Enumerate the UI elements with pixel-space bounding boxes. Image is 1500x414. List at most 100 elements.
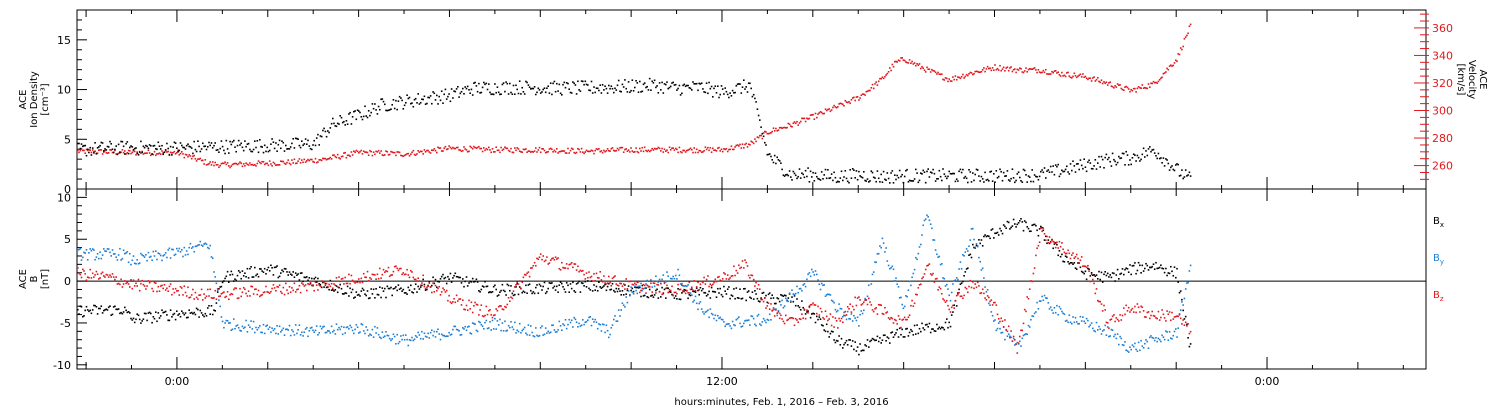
data-point bbox=[153, 150, 156, 153]
data-point bbox=[894, 280, 896, 282]
data-point bbox=[1066, 165, 1068, 168]
data-point bbox=[1114, 85, 1116, 87]
data-point bbox=[136, 285, 138, 287]
data-point bbox=[811, 268, 813, 271]
data-point bbox=[250, 320, 252, 322]
data-point bbox=[903, 305, 906, 308]
data-point bbox=[962, 73, 964, 76]
data-point bbox=[699, 301, 702, 303]
data-point bbox=[130, 152, 132, 155]
data-point bbox=[589, 276, 592, 279]
data-point bbox=[807, 273, 809, 276]
data-point bbox=[979, 71, 981, 73]
data-point bbox=[103, 309, 105, 312]
data-point bbox=[403, 273, 406, 276]
data-point bbox=[1130, 88, 1132, 91]
data-point bbox=[329, 332, 332, 334]
data-point bbox=[489, 149, 491, 151]
data-point bbox=[1090, 167, 1093, 170]
data-point bbox=[296, 288, 298, 291]
data-point bbox=[538, 283, 541, 286]
data-point bbox=[1134, 305, 1136, 308]
data-point bbox=[1130, 163, 1132, 166]
data-point bbox=[1042, 227, 1045, 229]
data-point bbox=[1141, 84, 1144, 86]
data-point bbox=[334, 125, 337, 127]
data-point bbox=[665, 150, 667, 152]
data-point bbox=[546, 151, 548, 153]
data-point bbox=[250, 164, 252, 166]
data-point bbox=[542, 148, 544, 150]
data-point bbox=[459, 149, 462, 151]
data-point bbox=[1125, 150, 1127, 153]
data-point bbox=[315, 284, 318, 286]
data-point bbox=[143, 152, 146, 155]
data-point bbox=[1000, 332, 1002, 334]
data-point bbox=[349, 324, 351, 327]
data-point bbox=[263, 163, 266, 166]
data-point bbox=[125, 142, 127, 145]
data-point bbox=[395, 343, 397, 345]
data-point bbox=[387, 109, 390, 112]
data-point bbox=[850, 313, 853, 315]
data-point bbox=[634, 151, 636, 153]
data-point bbox=[968, 254, 970, 256]
data-point bbox=[356, 326, 359, 328]
data-point bbox=[440, 90, 443, 92]
data-point bbox=[739, 322, 741, 325]
data-point bbox=[559, 269, 562, 271]
data-point bbox=[218, 166, 220, 169]
data-point bbox=[583, 152, 585, 155]
data-point bbox=[743, 147, 745, 149]
data-point bbox=[1032, 223, 1035, 226]
data-point bbox=[921, 234, 923, 236]
data-point bbox=[1134, 262, 1136, 264]
data-point bbox=[427, 285, 429, 287]
data-point bbox=[806, 311, 808, 313]
data-point bbox=[486, 148, 489, 151]
data-point bbox=[988, 180, 990, 182]
data-point bbox=[220, 162, 223, 165]
data-point bbox=[95, 270, 98, 273]
data-point bbox=[884, 306, 886, 309]
data-point bbox=[1016, 341, 1019, 344]
data-point bbox=[906, 168, 908, 171]
data-point bbox=[436, 289, 438, 292]
data-point bbox=[245, 276, 247, 278]
data-point bbox=[932, 239, 934, 241]
data-point bbox=[728, 96, 730, 99]
data-point bbox=[244, 272, 246, 274]
data-point bbox=[741, 325, 744, 327]
data-point bbox=[299, 334, 302, 336]
data-point bbox=[663, 83, 666, 85]
data-point bbox=[778, 300, 781, 303]
data-point bbox=[293, 276, 296, 278]
data-point bbox=[544, 259, 547, 262]
data-point bbox=[176, 290, 178, 292]
data-point bbox=[359, 111, 361, 114]
data-point bbox=[161, 309, 163, 311]
data-point bbox=[678, 84, 681, 87]
data-point bbox=[483, 286, 485, 288]
data-point bbox=[806, 117, 808, 120]
ylabel-line: ACE bbox=[18, 90, 29, 110]
data-point bbox=[958, 291, 960, 294]
data-point bbox=[247, 277, 250, 279]
data-point bbox=[271, 138, 273, 140]
data-point bbox=[448, 93, 450, 95]
data-point bbox=[1184, 288, 1187, 290]
data-point bbox=[242, 327, 245, 330]
data-point bbox=[313, 139, 315, 142]
data-point bbox=[1097, 162, 1099, 164]
data-point bbox=[426, 286, 428, 289]
data-point bbox=[395, 154, 397, 157]
data-point bbox=[900, 175, 902, 178]
data-point bbox=[767, 153, 770, 156]
data-point bbox=[981, 288, 984, 291]
data-point bbox=[1037, 244, 1040, 247]
data-point bbox=[1120, 319, 1123, 321]
data-point bbox=[298, 324, 301, 326]
data-point bbox=[967, 74, 969, 77]
data-point bbox=[574, 263, 577, 265]
